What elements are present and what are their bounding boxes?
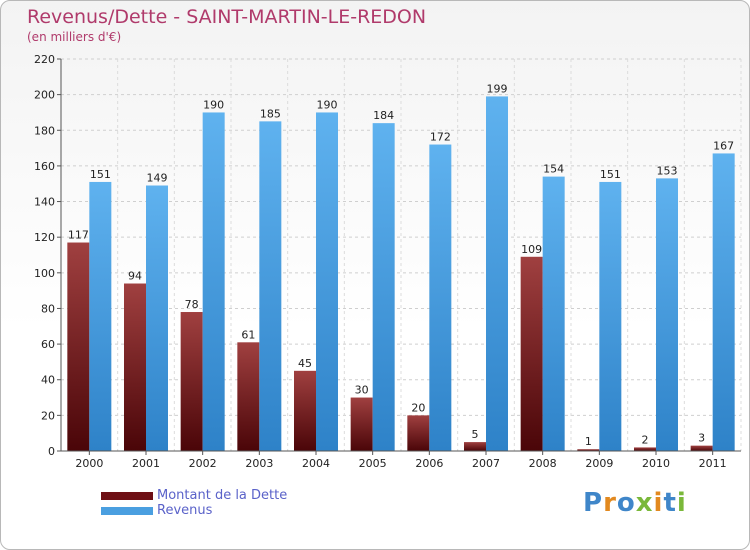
bar-debt	[577, 449, 600, 451]
bar-debt	[67, 242, 90, 451]
data-label: 153	[657, 164, 678, 177]
legend: Montant de la Dette Revenus	[101, 488, 287, 518]
legend-item-debt: Montant de la Dette	[101, 488, 287, 503]
bar-revenus	[599, 181, 622, 452]
data-label: 94	[128, 270, 142, 283]
bar-revenus	[316, 112, 338, 452]
data-label: 190	[317, 98, 338, 111]
chart-title: Revenus/Dette - SAINT-MARTIN-LE-REDON	[27, 6, 427, 28]
proxiti-logo: Proxiti	[583, 488, 687, 518]
chart-subtitle: (en milliers d'€)	[27, 30, 122, 44]
bar-debt	[690, 445, 713, 451]
legend-swatch-debt	[101, 491, 153, 500]
bar-debt	[520, 256, 543, 451]
y-tick-label: 140	[34, 196, 55, 209]
legend-label-revenus: Revenus	[157, 503, 213, 518]
data-label: 109	[521, 243, 542, 256]
logo-letter: x	[635, 488, 654, 518]
bar-revenus	[259, 121, 282, 451]
data-label: 184	[373, 109, 394, 122]
bar-debt	[634, 447, 656, 451]
logo-letter: o	[616, 488, 636, 518]
bar-debt	[464, 442, 486, 451]
x-tick-label: 2003	[245, 457, 273, 470]
data-label: 172	[430, 131, 451, 144]
bar-revenus	[656, 178, 678, 451]
y-tick-label: 200	[34, 89, 55, 102]
data-label: 5	[472, 428, 479, 441]
bar-revenus	[202, 112, 225, 452]
x-tick-label: 2009	[585, 457, 613, 470]
x-tick-label: 2007	[472, 457, 500, 470]
bar-debt	[180, 312, 203, 451]
logo-letter: r	[603, 488, 617, 518]
data-label: 30	[355, 384, 369, 397]
data-label: 2	[642, 433, 649, 446]
data-label: 149	[147, 172, 168, 185]
x-tick-label: 2001	[132, 457, 160, 470]
x-tick-label: 2002	[189, 457, 217, 470]
x-tick-label: 2011	[699, 457, 727, 470]
logo-letter: P	[583, 488, 604, 518]
y-tick-label: 20	[41, 409, 55, 422]
bar-debt	[124, 283, 146, 451]
bar-revenus	[146, 185, 168, 451]
y-tick-label: 120	[34, 231, 55, 244]
x-tick-label: 2005	[359, 457, 387, 470]
y-tick-label: 160	[34, 160, 55, 173]
bar-debt	[407, 415, 430, 451]
legend-swatch-revenus	[101, 506, 153, 515]
logo-letter: t	[663, 488, 677, 518]
y-tick-label: 100	[34, 267, 55, 280]
y-tick-label: 60	[41, 338, 55, 351]
bar-revenus	[429, 144, 452, 451]
data-label: 3	[698, 432, 705, 445]
y-tick-label: 40	[41, 374, 55, 387]
x-tick-label: 2010	[642, 457, 670, 470]
data-label: 78	[185, 298, 199, 311]
x-tick-label: 2004	[302, 457, 330, 470]
bar-debt	[294, 370, 316, 451]
data-label: 1	[585, 435, 592, 448]
logo-letter: i	[676, 488, 687, 518]
bar-debt	[350, 397, 373, 451]
bar-revenus	[712, 153, 735, 451]
logo-letter: i	[653, 488, 664, 518]
data-label: 151	[600, 168, 621, 181]
x-tick-label: 2000	[75, 457, 103, 470]
bar-revenus	[89, 181, 112, 452]
legend-item-revenus: Revenus	[101, 503, 287, 518]
data-label: 190	[203, 98, 224, 111]
data-label: 199	[487, 82, 508, 95]
bar-revenus	[486, 96, 508, 451]
data-label: 117	[68, 229, 89, 242]
y-tick-label: 0	[48, 445, 55, 458]
data-label: 154	[543, 163, 564, 176]
data-label: 185	[260, 107, 281, 120]
bar-debt	[237, 342, 260, 451]
data-label: 45	[298, 357, 312, 370]
data-label: 167	[713, 139, 734, 152]
x-tick-label: 2008	[529, 457, 557, 470]
y-tick-label: 220	[34, 53, 55, 66]
y-tick-label: 180	[34, 124, 55, 137]
data-label: 61	[241, 328, 255, 341]
legend-label-debt: Montant de la Dette	[157, 488, 288, 503]
bar-revenus	[372, 123, 395, 452]
data-label: 151	[90, 168, 111, 181]
y-tick-label: 80	[41, 302, 55, 315]
bar-revenus	[542, 176, 565, 451]
data-label: 20	[411, 401, 425, 414]
x-tick-label: 2006	[415, 457, 443, 470]
